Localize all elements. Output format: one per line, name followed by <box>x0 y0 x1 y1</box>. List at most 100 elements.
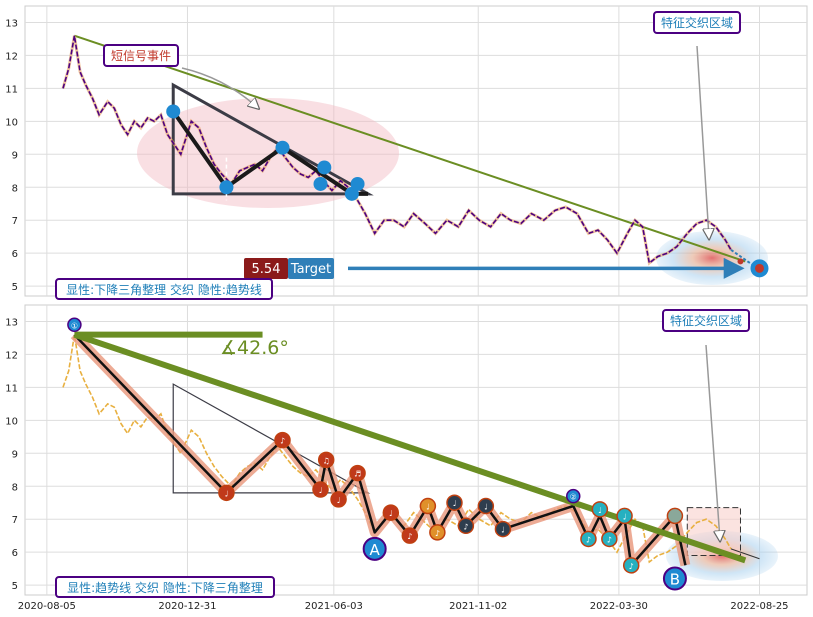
top-y-tick-label: 10 <box>5 117 18 128</box>
top-zone-label: 特征交织区域 <box>661 15 733 30</box>
price-series <box>62 35 732 265</box>
x-tick-label: 2022-08-25 <box>730 601 788 612</box>
target-value-label: 5.54 <box>252 262 281 277</box>
pattern-point <box>166 104 181 119</box>
zigzag-marker <box>477 497 495 515</box>
top-panel: 5 6 7 8 9 10 11 12 13 <box>5 5 808 297</box>
bottom-y-tick-label: 6 <box>12 548 18 559</box>
bottom-panel: 5 6 7 8 9 10 11 12 13 2020-08-05 2020-12-31 2021-0… <box>5 304 808 612</box>
zigzag-marker <box>591 501 609 518</box>
zigzag-marker-label: ♩ <box>319 486 323 495</box>
bottom-y-tick-label: 8 <box>12 482 18 493</box>
bottom-plot-content: ① ♩ ♪ ♩ ♫ ♩ ♬ ♩ ♪ ♩ ♪ ♩ ♪ ♩ ♩ ② ♪ ♩ ♪ ♩ ♪ A B <box>62 317 760 591</box>
zigzag-marker <box>622 557 640 574</box>
pattern-point <box>317 160 332 175</box>
x-tick-label: 2020-08-05 <box>18 601 76 612</box>
x-tick-label: 2020-12-31 <box>158 601 216 612</box>
zigzag-marker-label: ♩ <box>623 512 627 521</box>
bottom-caption-box: 显性:趋势线 交织 隐性:下降三角整理 <box>55 576 275 598</box>
target-badge: 5.54 Target <box>244 258 334 279</box>
bottom-caption: 显性:趋势线 交织 隐性:下降三角整理 <box>67 580 263 595</box>
zigzag-marker-label: ♬ <box>354 470 361 479</box>
point-B-marker <box>662 566 687 591</box>
projection-arrow <box>730 249 761 271</box>
pattern-point <box>275 140 290 155</box>
descending-triangle <box>171 82 374 196</box>
zigzag-marker <box>601 530 618 548</box>
top-y-tick-label: 5 <box>12 282 18 293</box>
event-label: 短信号事件 <box>111 49 171 63</box>
zigzag-marker <box>494 520 512 538</box>
zigzag-marker-label: ♩ <box>426 503 430 512</box>
zigzag-marker-label: ♪ <box>280 437 285 446</box>
zigzag-marker <box>312 481 329 498</box>
zigzag-marker <box>457 517 475 535</box>
bottom-y-tick-label: 10 <box>5 416 18 427</box>
pattern-point <box>219 180 234 195</box>
zigzag-marker-label: ♫ <box>323 456 330 465</box>
zigzag-marker-label: ♩ <box>389 509 393 518</box>
zone-center-dot <box>737 258 744 265</box>
angle-label: ∡42.6° <box>220 337 289 359</box>
pattern-point <box>350 176 365 191</box>
top-caption: 显性:下降三角整理 交织 隐性:趋势线 <box>66 282 262 297</box>
zigzag-marker <box>419 497 437 515</box>
zigzag-marker <box>566 488 581 504</box>
point-A-marker <box>362 536 387 561</box>
top-zone-arrow <box>696 45 709 238</box>
zigzag-marker <box>666 507 684 525</box>
top-y-tick-label: 11 <box>5 84 18 95</box>
zigzag-marker-label: ♩ <box>484 503 488 512</box>
point-B-label: B <box>670 571 680 589</box>
zigzag-marker-label: ① <box>71 321 78 330</box>
top-y-tick-label: 12 <box>5 51 18 62</box>
zigzag-marker-label: ♪ <box>407 532 412 541</box>
bottom-zone-label-box: 特征交织区域 <box>662 309 750 332</box>
bottom-y-tick-label: 5 <box>12 581 18 592</box>
trend-line-bottom <box>73 331 747 564</box>
zigzag-marker <box>580 530 597 548</box>
bottom-y-tick-labels: 5 6 7 8 9 10 11 12 13 <box>5 317 18 592</box>
zigzag-marker <box>67 317 82 333</box>
top-zone-ellipse <box>656 231 768 285</box>
bottom-zone-arrow <box>705 344 720 540</box>
bottom-y-tick-label: 11 <box>5 383 18 394</box>
x-tick-label: 2021-11-02 <box>449 601 507 612</box>
zigzag-marker <box>349 464 366 482</box>
zigzag-marker-label: ♩ <box>337 496 341 505</box>
bottom-y-tick-label: 7 <box>12 515 18 526</box>
pattern-zigzag <box>171 110 353 196</box>
top-y-tick-labels: 5 6 7 8 9 10 11 12 13 <box>5 18 18 293</box>
top-y-tick-label: 6 <box>12 249 18 260</box>
zigzag-marker-label: ♪ <box>586 535 591 544</box>
projection-tail <box>730 548 760 560</box>
event-arrow <box>181 67 258 108</box>
top-y-tick-label: 7 <box>12 216 18 227</box>
zigzag-marker <box>330 491 347 508</box>
x-tick-label: 2022-03-30 <box>590 601 648 612</box>
top-y-tick-label: 9 <box>12 150 18 161</box>
target-text-label: Target <box>290 262 331 277</box>
bottom-y-tick-label: 12 <box>5 350 18 361</box>
top-y-tick-label: 8 <box>12 183 18 194</box>
zigzag-marker-label: ♪ <box>435 529 440 538</box>
point-A-label: A <box>370 541 381 559</box>
zigzag-marker <box>274 431 291 449</box>
pattern-point <box>313 176 328 191</box>
x-tick-labels: 2020-08-05 2020-12-31 2021-06-03 2021-11-02… <box>18 601 789 612</box>
top-caption-box: 显性:下降三角整理 交织 隐性:趋势线 <box>55 278 273 300</box>
bottom-y-tick-label: 13 <box>5 317 18 328</box>
target-endpoint-core <box>754 263 764 273</box>
top-y-tick-label: 13 <box>5 18 18 29</box>
zigzag-marker-label: ♩ <box>598 506 602 515</box>
bottom-y-tick-label: 9 <box>12 449 18 460</box>
zigzag-marker-label: ♪ <box>629 562 634 571</box>
zigzag-marker <box>616 507 633 525</box>
bottom-zone-label: 特征交织区域 <box>670 313 742 328</box>
zigzag-marker <box>382 504 400 521</box>
zigzag-marker <box>317 451 335 469</box>
event-label-box: 短信号事件 <box>103 44 179 67</box>
zigzag-marker-label: ② <box>570 493 577 502</box>
x-tick-label: 2021-06-03 <box>305 601 363 612</box>
